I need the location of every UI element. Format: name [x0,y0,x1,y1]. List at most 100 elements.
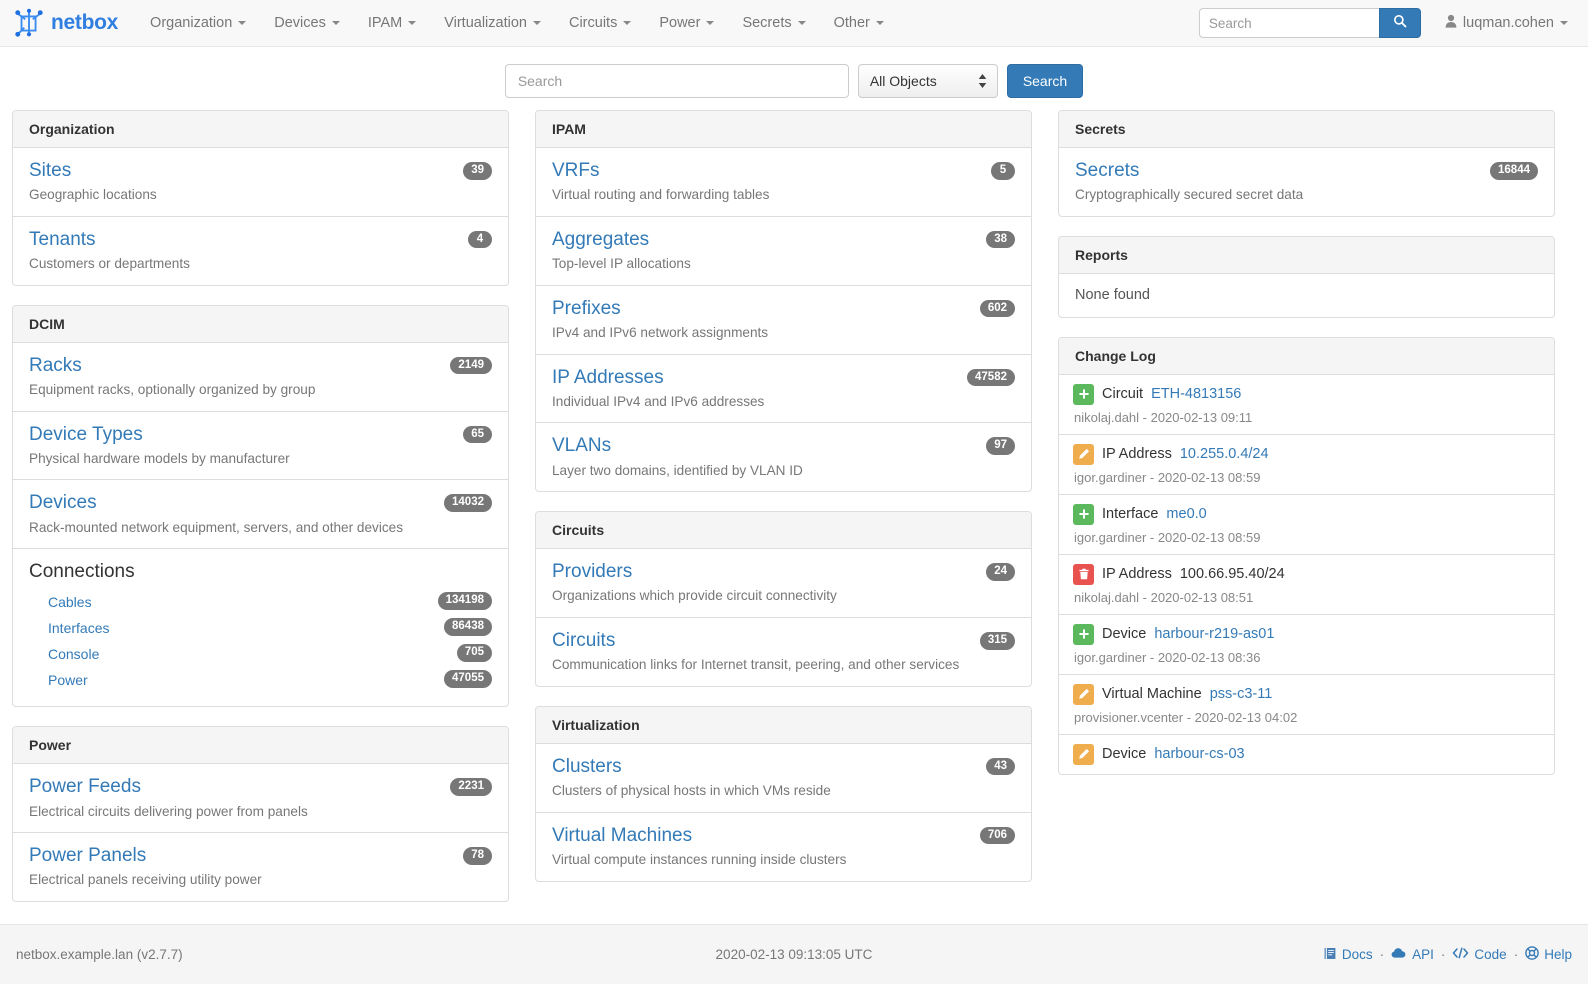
nav-item-power[interactable]: Power [645,0,728,47]
item-link[interactable]: Racks [29,354,82,376]
changelog-object-link[interactable]: 10.255.0.4/24 [1179,446,1269,463]
dashboard-item-power-feeds[interactable]: Power Feeds Electrical circuits deliveri… [13,764,508,834]
item-link[interactable]: Devices [29,492,97,514]
plus-icon [1073,623,1094,645]
item-link[interactable]: Secrets [1075,160,1140,181]
navbar-search-input[interactable] [1198,8,1379,38]
dashboard-item-virtual-machines[interactable]: Virtual Machines Virtual compute instanc… [536,813,1031,881]
search-submit-button[interactable]: Search [1006,64,1084,98]
connections-item-cables[interactable]: Cables 134198 [29,590,492,616]
nav-item-ipam[interactable]: IPAM [354,0,430,47]
item-link[interactable]: VRFs [552,160,600,181]
changelog-object-link[interactable]: me0.0 [1166,506,1207,523]
item-description: Physical hardware models by manufacturer [29,450,290,466]
nav-item-devices[interactable]: Devices [260,0,354,47]
connections-item-power[interactable]: Power 47055 [29,668,492,694]
search-icon [1393,14,1407,33]
item-count-badge: 4 [468,230,492,249]
connections-item-console[interactable]: Console 705 [29,642,492,668]
panel-dcim: DCIM Racks Equipment racks, optionally o… [12,304,509,708]
nav-item-organization[interactable]: Organization [136,0,260,47]
item-link[interactable]: Providers [552,561,633,583]
item-count-badge: 2231 [450,778,492,796]
dashboard-columns: Organization Sites Geographic locations … [0,110,1588,921]
item-link[interactable]: VLANs [552,435,612,457]
panel-body: Circuit ETH-4813156 nikolaj.dahl - 2020-… [1059,375,1554,774]
changelog-object-link[interactable]: harbour-r219-as01 [1154,626,1275,643]
item-description: Geographic locations [29,187,157,203]
column-middle: IPAM VRFs Virtual routing and forwarding… [535,110,1032,901]
panel-title: Reports [1059,236,1554,274]
footer-timestamp: 2020-02-13 09:13:05 UTC [715,947,873,962]
nav-item-label: Secrets [742,14,792,31]
user-menu[interactable]: luqman.cohen [1439,14,1574,32]
connections-item-interfaces[interactable]: Interfaces 86438 [29,616,492,642]
stepper-arrows-icon [978,74,987,88]
panel-title: Secrets [1059,111,1554,148]
chevron-down-icon [623,21,632,25]
item-description: Individual IPv4 and IPv6 addresses [552,393,765,409]
item-link[interactable]: Power [48,672,88,689]
item-link[interactable]: Aggregates [552,228,650,250]
changelog-entry: IP Address 10.255.0.4/24 igor.gardiner -… [1059,435,1554,495]
nav-item-secrets[interactable]: Secrets [728,0,819,47]
dashboard-item-prefixes[interactable]: Prefixes IPv4 and IPv6 network assignmen… [536,286,1031,355]
chevron-down-icon [532,21,541,25]
item-description: Electrical circuits delivering power fro… [29,803,308,819]
footer-link-docs[interactable]: Docs [1323,947,1373,963]
nav-item-circuits[interactable]: Circuits [555,0,645,47]
chevron-down-icon [706,21,715,25]
item-link[interactable]: Power Feeds [29,776,141,798]
footer-link-api[interactable]: API [1391,947,1434,962]
dashboard-item-secrets[interactable]: Secrets Cryptographically secured secret… [1059,148,1554,216]
item-link[interactable]: Cables [48,594,92,611]
footer-link-help[interactable]: Help [1525,946,1572,963]
changelog-object-link[interactable]: pss-c3-11 [1209,686,1273,703]
item-count-badge: 39 [463,162,492,180]
item-count-badge: 706 [979,826,1015,845]
item-description: Top-level IP allocations [552,256,691,272]
item-link[interactable]: Prefixes [552,297,621,319]
brand-home-link[interactable]: netbox [14,8,118,38]
item-link[interactable]: Device Types [29,423,143,445]
item-link[interactable]: Virtual Machines [552,824,693,846]
dashboard-item-tenants[interactable]: Tenants Customers or departments 4 [13,217,508,285]
navbar-search-button[interactable] [1378,8,1421,38]
dashboard-item-vlans[interactable]: VLANs Layer two domains, identified by V… [536,423,1031,491]
item-link[interactable]: Power Panels [29,845,147,867]
changelog-entry-headline: IP Address 100.66.95.40/24 [1073,563,1540,585]
item-link[interactable]: Interfaces [48,620,110,637]
item-link[interactable]: Console [48,646,100,663]
object-type-select[interactable]: All Objects [857,64,998,98]
dashboard-item-ip-addresses[interactable]: IP Addresses Individual IPv4 and IPv6 ad… [536,355,1031,424]
item-link[interactable]: Tenants [29,228,96,250]
dashboard-item-racks[interactable]: Racks Equipment racks, optionally organi… [13,343,508,412]
dashboard-item-sites[interactable]: Sites Geographic locations 39 [13,148,508,217]
search-input[interactable] [504,64,849,98]
changelog-object-type: IP Address [1102,446,1172,463]
dashboard-item-devices[interactable]: Devices Rack-mounted network equipment, … [13,480,508,550]
dashboard-item-circuits[interactable]: Circuits Communication links for Interne… [536,618,1031,686]
nav-item-other[interactable]: Other [820,0,898,47]
footer-link-code[interactable]: Code [1452,947,1507,962]
dashboard-item-aggregates[interactable]: Aggregates Top-level IP allocations 38 [536,217,1031,286]
changelog-entry-headline: Device harbour-r219-as01 [1073,623,1540,645]
dashboard-item-providers[interactable]: Providers Organizations which provide ci… [536,549,1031,619]
dashboard-item-device-types[interactable]: Device Types Physical hardware models by… [13,412,508,481]
dashboard-item-vrfs[interactable]: VRFs Virtual routing and forwarding tabl… [536,148,1031,217]
item-link[interactable]: IP Addresses [552,366,664,388]
nav-item-virtualization[interactable]: Virtualization [430,0,555,47]
item-description: Equipment racks, optionally organized by… [29,381,316,397]
item-link[interactable]: Sites [29,160,72,181]
item-link[interactable]: Circuits [552,630,616,652]
panel-virtualization: Virtualization Clusters Clusters of phys… [535,705,1032,882]
changelog-object-link[interactable]: harbour-cs-03 [1154,746,1245,763]
item-description: Electrical panels receiving utility powe… [29,872,262,888]
dashboard-item-power-panels[interactable]: Power Panels Electrical panels receiving… [13,833,508,901]
changelog-object-type: Circuit [1102,386,1144,403]
dashboard-item-clusters[interactable]: Clusters Clusters of physical hosts in w… [536,744,1031,813]
nav-item-label: IPAM [367,14,403,31]
page-footer: netbox.example.lan (v2.7.7) 2020-02-13 0… [0,924,1588,984]
changelog-object-link[interactable]: ETH-4813156 [1151,386,1242,403]
item-link[interactable]: Clusters [552,755,622,777]
